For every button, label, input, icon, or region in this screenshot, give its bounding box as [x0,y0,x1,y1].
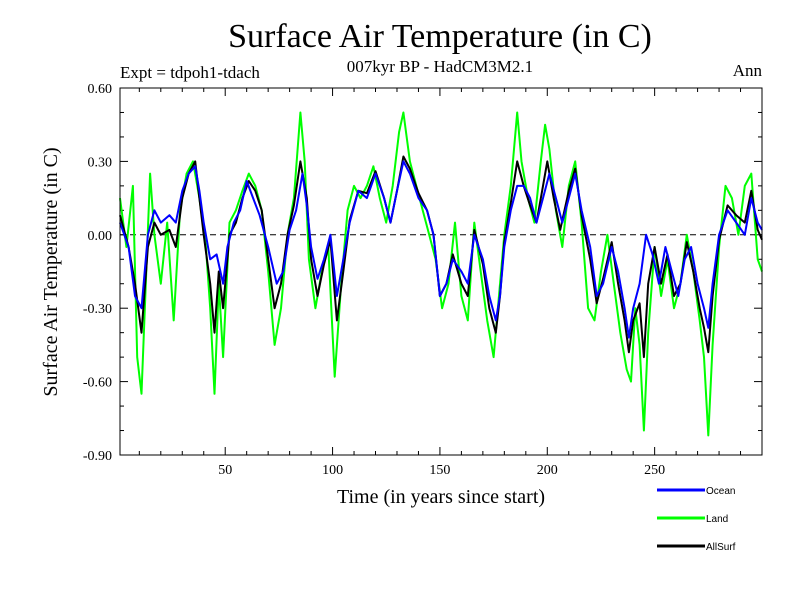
y-tick-label: -0.90 [83,449,112,464]
tick-labels: 50 100 150 200 250 -0.90 -0.60 -0.30 0.00 0.30 0.6… [83,82,665,478]
y-tick-label: -0.60 [83,376,112,391]
y-tick-label: 0.00 [88,229,113,244]
x-tick-label: 200 [537,463,558,478]
x-tick-label: 50 [218,463,232,478]
legend-label-allsurf: AllSurf [706,542,736,553]
experiment-label: Expt = tdpoh1-tdach [120,63,260,82]
y-tick-label: -0.30 [83,302,112,317]
legend-label-ocean: Ocean [706,486,735,497]
axis-ticks [120,87,762,456]
plot-frame [119,87,763,456]
series-line-ocean [119,160,763,339]
x-tick-label: 100 [322,463,343,478]
x-tick-label: 250 [644,463,665,478]
chart-subtitle: 007kyr BP - HadCM3M2.1 [347,57,533,76]
y-tick-label: 0.30 [88,155,113,170]
x-axis-label: Time (in years since start) [337,486,545,508]
x-tick-label: 150 [429,463,450,478]
season-label: Ann [733,61,763,80]
legend-label-land: Land [706,514,728,525]
legend: Ocean Land AllSurf [657,486,736,553]
series-layer [119,111,763,437]
y-axis-label: Surface Air Temperature (in C) [40,147,62,396]
chart-title: Surface Air Temperature (in C) [228,18,652,55]
y-tick-label: 0.60 [88,82,113,97]
